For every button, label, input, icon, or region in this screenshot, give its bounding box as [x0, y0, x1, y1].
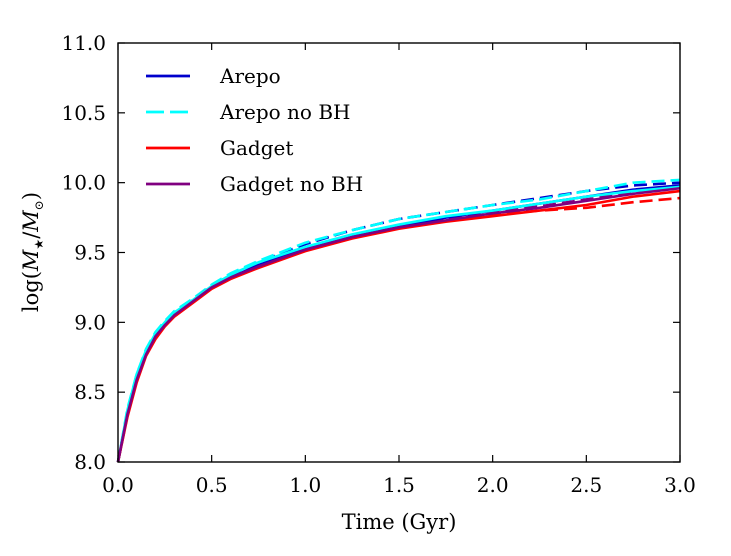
- x-tick-label: 1.0: [289, 473, 321, 497]
- y-tick-label: 10.5: [61, 101, 106, 125]
- y-tick-label: 9.5: [74, 241, 106, 265]
- x-axis-ticks: 0.0 0.5 1.0 1.5 2.0 2.5 3.0: [102, 43, 696, 497]
- x-tick-label: 2.0: [477, 473, 509, 497]
- series-line-gadget-no-bh-solid: [116, 186, 681, 463]
- series-line-arepo-no-bh-solid: [116, 185, 681, 463]
- x-tick-label: 0.5: [196, 473, 228, 497]
- legend-label: Arepo: [219, 64, 281, 88]
- x-tick-label: 2.5: [570, 473, 602, 497]
- x-axis-label: Time (Gyr): [342, 510, 457, 534]
- x-tick-label: 3.0: [664, 473, 696, 497]
- plot-area: [118, 43, 680, 462]
- x-tick-label: 1.5: [383, 473, 415, 497]
- y-tick-label: 11.0: [61, 31, 106, 55]
- series-lines: [116, 178, 681, 463]
- legend-label: Gadget no BH: [220, 172, 363, 196]
- y-tick-label: 8.5: [74, 380, 106, 404]
- legend-label: Arepo no BH: [219, 100, 350, 124]
- legend-label: Gadget: [220, 136, 293, 160]
- legend: Arepo Arepo no BH Gadget Gadget no BH: [146, 64, 363, 196]
- y-tick-label: 9.0: [74, 310, 106, 334]
- y-tick-label: 8.0: [74, 450, 106, 474]
- y-axis-ticks: 8.0 8.5 9.0 9.5 10.0 10.5 11.0: [61, 31, 680, 474]
- x-tick-label: 0.0: [102, 473, 134, 497]
- y-tick-label: 10.0: [61, 171, 106, 195]
- y-axis-label: log(M★/M⊙): [19, 192, 46, 312]
- plot-frame: [117, 42, 681, 463]
